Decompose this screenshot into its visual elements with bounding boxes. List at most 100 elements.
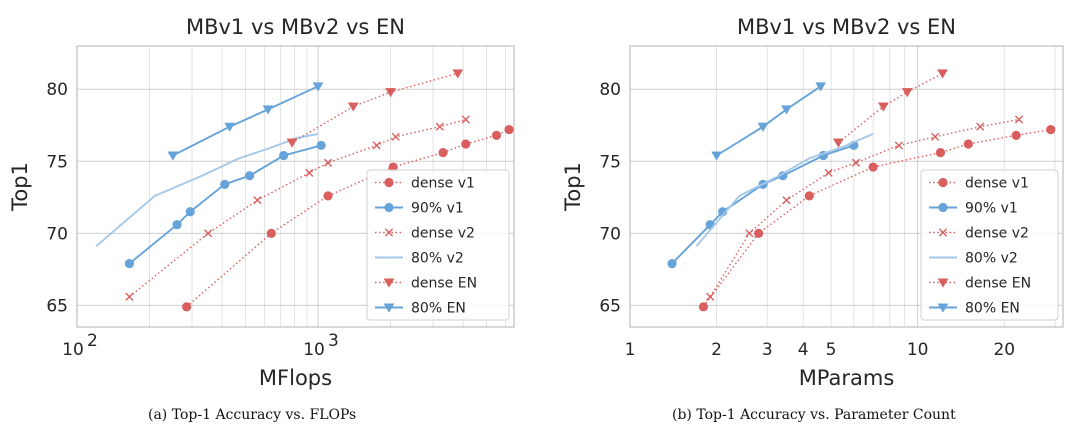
data-point-dense-v1 (935, 148, 946, 158)
legend-box (366, 169, 510, 321)
data-point-dense-v2-b (851, 158, 861, 167)
data-point-dense-v2 (745, 229, 754, 238)
data-point-dense-v2 (1014, 115, 1024, 124)
y-tick-label: 65 (599, 296, 621, 316)
legend-label: 80% EN (411, 301, 466, 317)
series-line-dense-v1 (186, 128, 510, 308)
series-80pct-v2 (95, 132, 319, 248)
x-tick-exponent: 3 (328, 331, 339, 351)
series-80pct-en (167, 82, 324, 161)
y-tick-label: 65 (46, 296, 68, 316)
series-line-dense-en (837, 72, 943, 144)
data-point-dense-v2 (372, 141, 381, 150)
data-point-dense-v2-b (782, 196, 791, 205)
data-point-90pct-v1 (124, 258, 135, 269)
y-tick-label: 80 (599, 80, 621, 100)
data-point-dense-v1 (1046, 124, 1056, 135)
data-point-dense-v2 (461, 115, 470, 124)
series-line-dense-v2 (709, 118, 1020, 298)
data-point-90pct-v1 (185, 207, 195, 217)
legend-box (920, 169, 1059, 321)
x-tick-label: 20 (993, 340, 1015, 360)
data-point-90pct-v1 (244, 171, 255, 181)
data-point-dense-en (286, 138, 298, 148)
data-point-80pct-en (167, 151, 179, 161)
data-point-dense-v2 (894, 141, 903, 150)
legend-item-90pct-v1: 90% v1 (929, 201, 1018, 217)
data-point-dense-en (832, 138, 844, 148)
legend-item-80pct-v2: 80% v2 (929, 251, 1018, 267)
y-tick-label: 70 (599, 224, 621, 244)
series-dense-v1 (182, 124, 514, 312)
data-point-dense-v2-b (305, 168, 314, 177)
data-point-dense-v2 (931, 132, 940, 141)
legend-item-dense-en: dense EN (375, 276, 477, 292)
legend-item-80pct-v2: 80% v2 (375, 251, 464, 267)
data-point-dense-v2-b (706, 292, 715, 301)
x-axis-label: MParams (799, 366, 895, 390)
series-90pct-v1 (124, 140, 326, 269)
legend-marker (384, 177, 394, 188)
data-point-dense-en (937, 69, 948, 79)
x-tick-label: 4 (798, 340, 809, 360)
data-point-dense-v2-b (435, 122, 444, 131)
plot-frame (76, 45, 515, 328)
x-tick-label: 3 (762, 340, 773, 360)
y-axis-label: Top1 (8, 162, 32, 212)
legend-label: dense EN (965, 276, 1031, 292)
data-point-dense-v2-b (745, 229, 754, 238)
data-point-dense-v2 (706, 292, 715, 301)
data-point-90pct-v1 (667, 258, 677, 269)
data-point-dense-en (347, 102, 359, 112)
legend-marker-b (384, 228, 394, 237)
data-point-dense-v1 (868, 162, 878, 172)
legend-marker (937, 278, 949, 288)
x-tick-exponent: 2 (87, 331, 98, 351)
data-point-dense-v2-b (323, 158, 333, 167)
x-tick-label: 1 (625, 340, 636, 360)
legend-label: 80% v2 (411, 251, 464, 267)
series-dense-v2 (706, 115, 1024, 301)
data-point-dense-en (385, 88, 397, 98)
y-axis-label: Top1 (561, 162, 585, 212)
x-tick-label: 2 (711, 340, 722, 360)
data-point-dense-en (452, 69, 464, 79)
data-point-90pct-v1 (279, 150, 289, 161)
data-point-dense-v1 (438, 148, 448, 158)
data-point-dense-v2 (976, 122, 985, 131)
plot-frame (629, 45, 1064, 328)
x-tick-label: 5 (826, 340, 837, 360)
data-point-dense-v1 (461, 139, 471, 149)
series-dense-v2 (125, 115, 470, 301)
legend-marker (937, 303, 949, 313)
legend-marker (383, 303, 395, 313)
series-80pct-en (711, 82, 827, 161)
data-point-90pct-v1 (172, 220, 182, 230)
legend-label: 80% EN (965, 301, 1020, 317)
data-point-dense-v2 (253, 196, 262, 205)
data-point-dense-v2-b (372, 141, 381, 150)
y-tick-label: 80 (46, 80, 68, 100)
data-point-dense-v2 (782, 196, 791, 205)
data-point-dense-v2-b (824, 168, 833, 177)
legend-marker (938, 228, 948, 237)
x-tick-label: 10 (303, 340, 325, 360)
legend-label: dense v2 (965, 226, 1029, 242)
data-point-dense-v1 (804, 191, 814, 201)
data-point-dense-v2 (435, 122, 444, 131)
legend-marker (384, 202, 394, 213)
caption-a: (a) Top-1 Accuracy vs. FLOPs (148, 407, 357, 423)
data-point-dense-v1 (754, 228, 764, 238)
legend: dense v1 90% v1 dense v2 80% v2 dense EN 80% … (366, 169, 510, 321)
chart-title: MBv1 vs MBv2 vs EN (186, 15, 405, 39)
legend-label: 80% v2 (965, 251, 1018, 267)
legend-item-80pct-en: 80% EN (929, 301, 1020, 317)
series-line-80pct-v2 (95, 132, 319, 248)
data-point-80pct-en (815, 82, 827, 92)
data-point-80pct-en (312, 82, 324, 92)
data-point-90pct-v1 (220, 179, 230, 189)
chart-params: 65 70 75 80 1 2 3 4 5 10 20 MBv1 vs MBv2 vs EN MPara… (561, 15, 1064, 390)
legend-marker (384, 228, 394, 237)
legend-label: 90% v1 (965, 201, 1018, 217)
data-point-dense-v2 (204, 229, 213, 238)
